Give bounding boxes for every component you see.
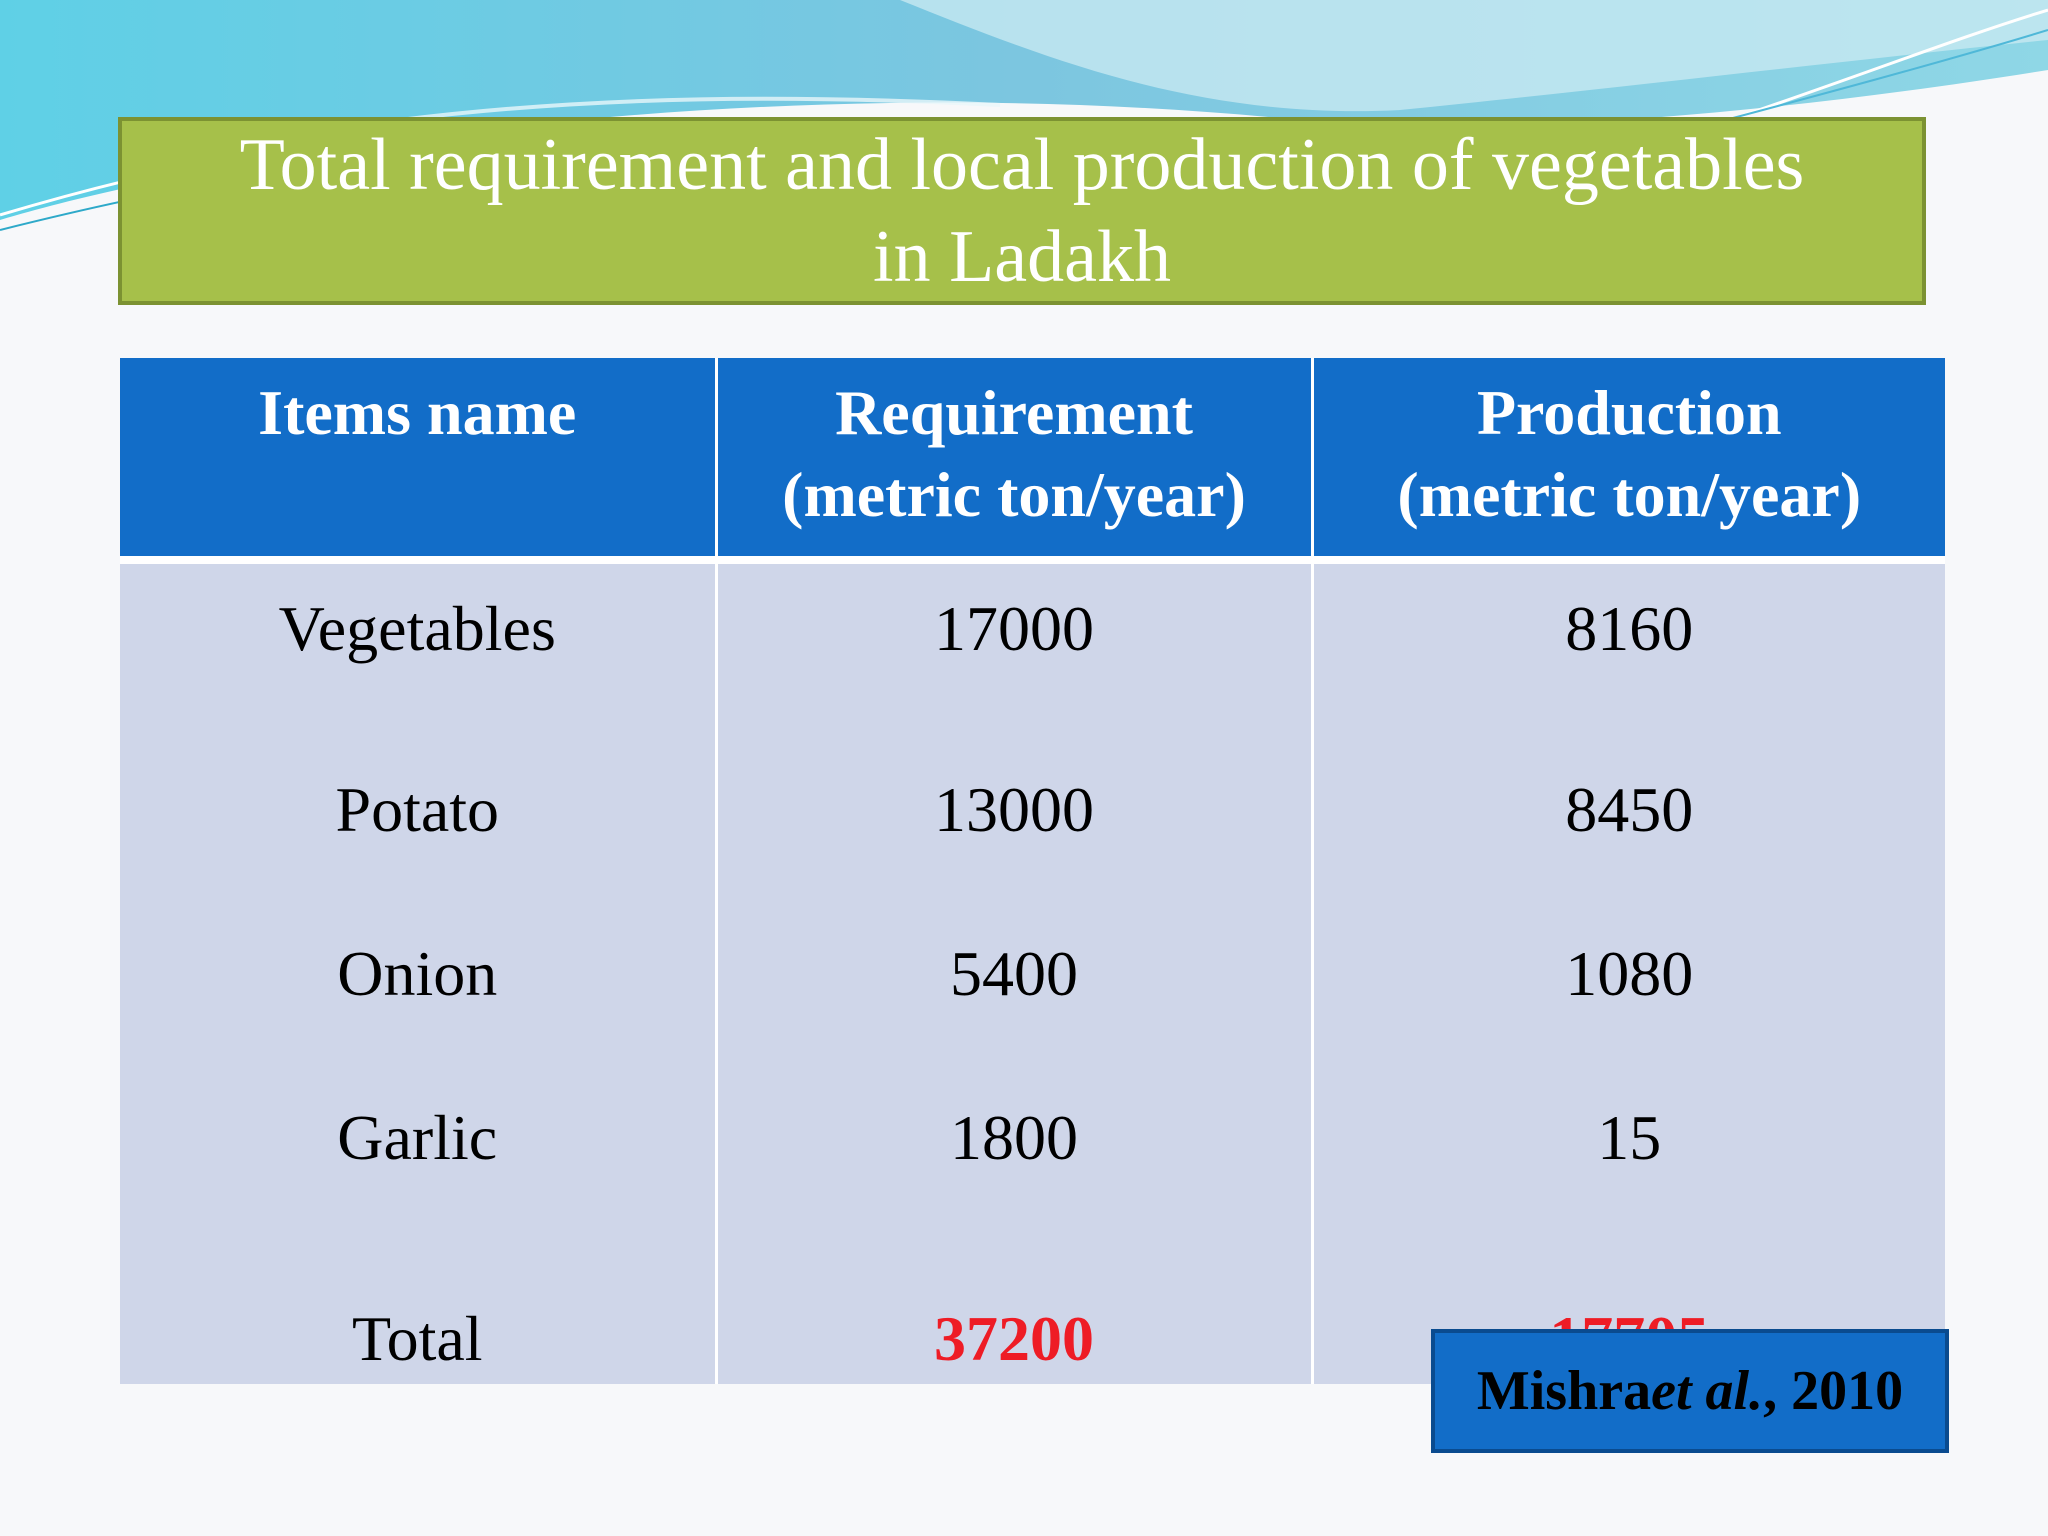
citation-author: Mishra [1476,1360,1652,1422]
cell-item: Potato [120,728,718,892]
total-requirement-value: 37200 [934,1303,1094,1374]
header-label: Production [1476,377,1782,448]
cell-requirement: 13000 [716,728,1314,892]
cell-production: 8160 [1312,560,1945,728]
citation-year: , 2010 [1763,1360,1904,1422]
slide-title-line-1: Total requirement and local production o… [239,124,1805,206]
cell-requirement: 5400 [716,892,1314,1056]
header-items-name: Items name [120,358,718,564]
slide-title-line-2: in Ladakh [873,216,1171,298]
cell-total-requirement: 37200 [716,1220,1314,1384]
cell-total-label: Total [120,1220,718,1384]
citation-box: Mishra et al., 2010 [1431,1329,1949,1453]
header-unit: (metric ton/year) [1397,459,1862,530]
table-header-row: Items name Requirement (metric ton/year)… [120,358,1945,564]
cell-production: 1080 [1312,892,1945,1056]
header-label: Requirement [835,377,1193,448]
table-row: Potato 13000 8450 [120,728,1945,892]
cell-item: Garlic [120,1056,718,1220]
header-unit: (metric ton/year) [782,459,1246,530]
citation-etal: et al. [1651,1360,1764,1422]
cell-requirement: 1800 [716,1056,1314,1220]
cell-production: 8450 [1312,728,1945,892]
slide-title-box: Total requirement and local production o… [118,117,1926,305]
cell-item: Onion [120,892,718,1056]
table-row: Vegetables 17000 8160 [120,560,1945,728]
table-row: Onion 5400 1080 [120,892,1945,1056]
cell-requirement: 17000 [716,560,1314,728]
table-row: Garlic 1800 15 [120,1056,1945,1220]
cell-item: Vegetables [120,560,718,728]
vegetable-data-table: Items name Requirement (metric ton/year)… [120,358,1945,1384]
header-production: Production (metric ton/year) [1312,358,1945,564]
cell-production: 15 [1312,1056,1945,1220]
header-requirement: Requirement (metric ton/year) [716,358,1314,564]
header-label: Items name [258,377,577,448]
